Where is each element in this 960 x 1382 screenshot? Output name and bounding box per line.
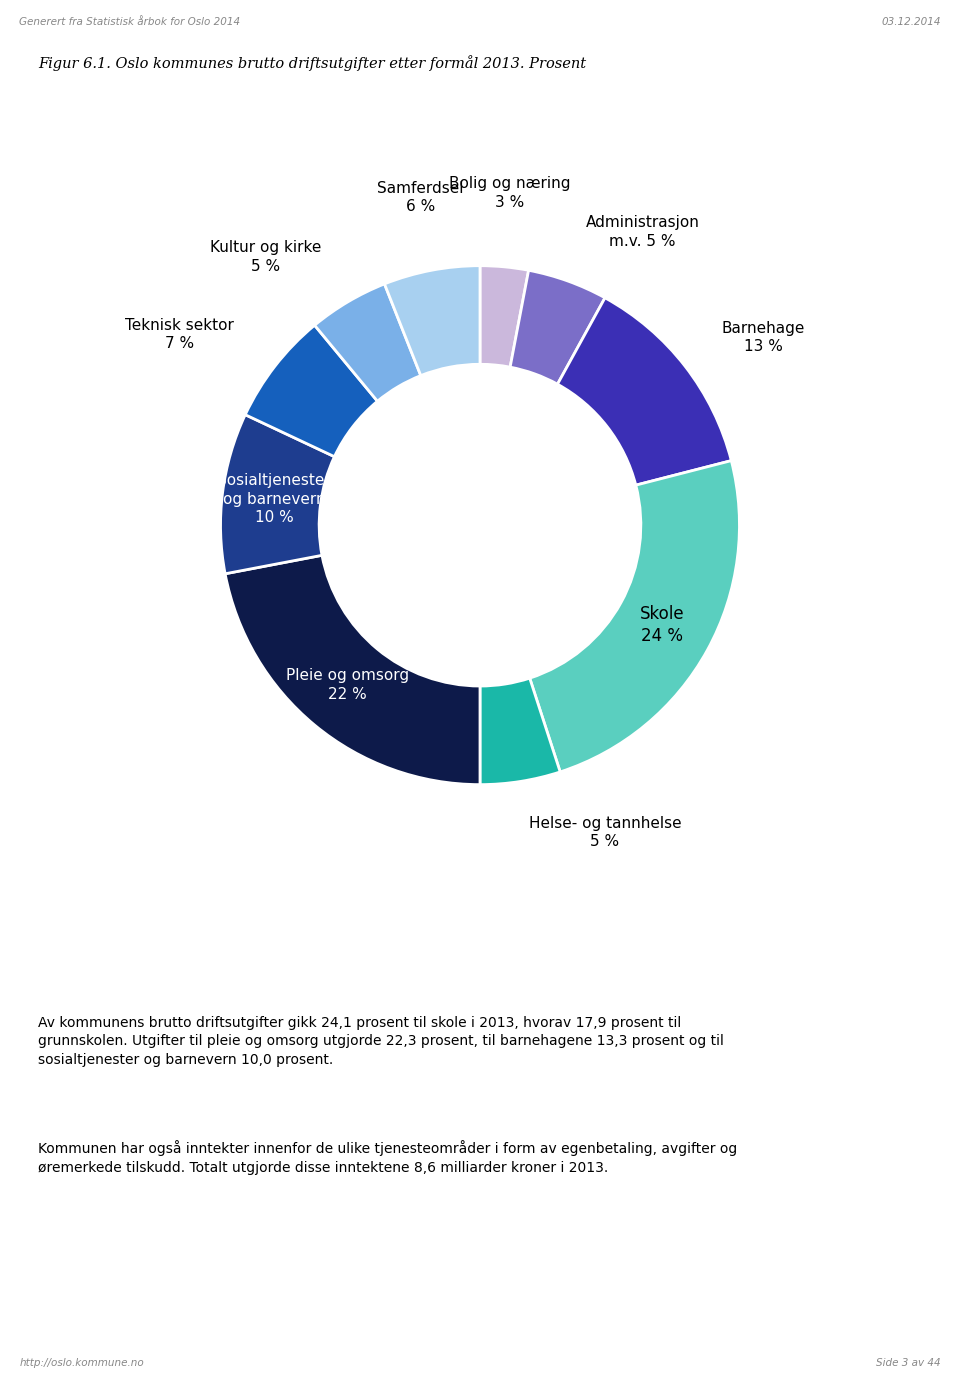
Text: Kommunen har også inntekter innenfor de ulike tjenesteområder i form av egenbeta: Kommunen har også inntekter innenfor de … (38, 1140, 737, 1175)
Wedge shape (510, 271, 605, 384)
Text: Barnehage
13 %: Barnehage 13 % (722, 321, 805, 354)
Text: Kultur og kirke
5 %: Kultur og kirke 5 % (210, 240, 322, 274)
Text: Skole
24 %: Skole 24 % (639, 605, 684, 645)
Text: Samferdsel
6 %: Samferdsel 6 % (377, 181, 464, 214)
Text: Figur 6.1. Oslo kommunes brutto driftsutgifter etter formål 2013. Prosent: Figur 6.1. Oslo kommunes brutto driftsut… (38, 55, 587, 70)
Wedge shape (315, 283, 420, 401)
Text: Teknisk sektor
7 %: Teknisk sektor 7 % (125, 318, 234, 351)
Wedge shape (558, 297, 732, 485)
Wedge shape (226, 556, 480, 785)
Text: Bolig og næring
3 %: Bolig og næring 3 % (449, 177, 570, 210)
Text: Helse- og tannhelse
5 %: Helse- og tannhelse 5 % (529, 815, 682, 850)
Text: http://oslo.kommune.no: http://oslo.kommune.no (19, 1359, 144, 1368)
Wedge shape (221, 415, 334, 574)
Text: Generert fra Statistisk årbok for Oslo 2014: Generert fra Statistisk årbok for Oslo 2… (19, 17, 240, 26)
Text: Administrasjon
m.v. 5 %: Administrasjon m.v. 5 % (586, 216, 699, 249)
Wedge shape (480, 679, 561, 785)
Wedge shape (385, 265, 480, 376)
Text: Pleie og omsorg
22 %: Pleie og omsorg 22 % (286, 669, 409, 702)
Wedge shape (530, 460, 739, 773)
Wedge shape (480, 265, 529, 368)
Text: Side 3 av 44: Side 3 av 44 (876, 1359, 941, 1368)
Text: 03.12.2014: 03.12.2014 (881, 17, 941, 26)
Text: Av kommunens brutto driftsutgifter gikk 24,1 prosent til skole i 2013, hvorav 17: Av kommunens brutto driftsutgifter gikk … (38, 1016, 724, 1067)
Wedge shape (245, 325, 377, 456)
Text: Sosialtjenester
og barnevern
10 %: Sosialtjenester og barnevern 10 % (217, 473, 331, 525)
